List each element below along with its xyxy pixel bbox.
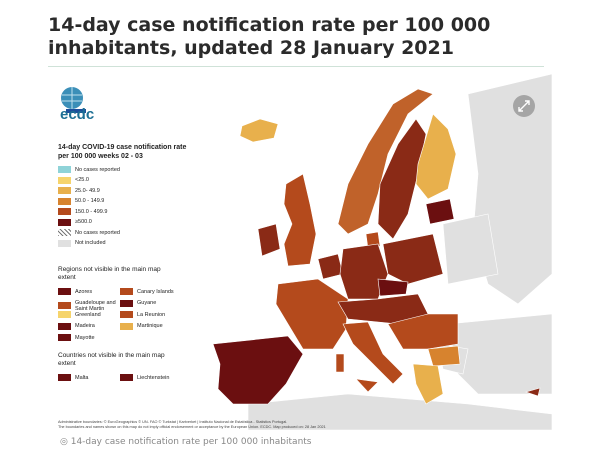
- map: [48, 74, 552, 430]
- legend-title: 14-day COVID-19 case notification rate p…: [58, 144, 187, 160]
- legend-item: Greenland: [58, 311, 128, 318]
- legend-swatch: [58, 311, 71, 318]
- legend-label: Guadeloupe and Saint Martin: [75, 299, 116, 312]
- legend-swatch: [58, 187, 71, 194]
- divider: [48, 66, 544, 67]
- legend-swatch: [120, 322, 133, 330]
- legend-swatch: [58, 374, 71, 381]
- legend-item: Canary Islands: [120, 288, 190, 295]
- legend-label: Madeira: [75, 323, 95, 329]
- legend-item: Guyane: [120, 299, 190, 307]
- legend-swatch: [58, 239, 71, 247]
- legend-item: 25.0- 49.9: [58, 187, 128, 194]
- legend-label: Malta: [75, 374, 89, 381]
- legend-label: Azores: [75, 288, 93, 295]
- legend-label: Mayotte: [75, 334, 95, 341]
- legend-swatch: [58, 322, 71, 330]
- legend-swatch: [120, 288, 133, 295]
- page-title: 14-day case notification rate per 100 00…: [48, 14, 491, 59]
- legend-item: No cases reported: [58, 229, 128, 236]
- legend-item: Martinique: [120, 322, 190, 330]
- expand-button[interactable]: [513, 95, 535, 117]
- legend-item: Azores: [58, 288, 128, 295]
- legend-swatch: [58, 197, 71, 205]
- legend-swatch: [58, 166, 71, 173]
- caption-text: 14-day case notification rate per 100 00…: [70, 437, 312, 447]
- legend-item: No cases reported: [58, 166, 128, 173]
- legend-label: 150.0 - 499.9: [75, 208, 108, 215]
- legend-label: Guyane: [137, 300, 157, 306]
- legend-label: Martinique: [137, 323, 163, 329]
- caption-icon: ◎: [60, 437, 71, 447]
- legend-swatch: [58, 229, 71, 236]
- legend-swatch: [58, 218, 71, 226]
- legend-item: La Reunion: [120, 311, 190, 318]
- legend-item: <25.0: [58, 176, 128, 184]
- section-title: Countries not visible in the main map ex…: [58, 352, 165, 367]
- legend-item: Malta: [58, 374, 128, 381]
- legend-label: No cases reported: [75, 229, 120, 236]
- legend-label: 50.0 - 149.9: [75, 198, 105, 204]
- legend-swatch: [58, 208, 71, 215]
- legend-item: Guadeloupe and Saint Martin: [58, 300, 128, 312]
- legend-item: Mayotte: [58, 334, 128, 341]
- legend-swatch: [120, 311, 133, 318]
- legend-swatch: [58, 302, 71, 309]
- legend-item: 50.0 - 149.9: [58, 197, 128, 205]
- countries: [212, 74, 552, 430]
- footer: Administrative boundaries: © EuroGeograp…: [58, 420, 326, 430]
- legend-label: Greenland: [75, 311, 101, 318]
- section-title: Regions not visible in the main map exte…: [58, 266, 161, 281]
- legend-swatch: [58, 176, 71, 184]
- legend-swatch: [120, 374, 133, 381]
- logo-text: ecdc: [60, 106, 95, 123]
- legend-swatch: [58, 334, 71, 341]
- legend-label: Canary Islands: [137, 288, 174, 295]
- legend-label: No cases reported: [75, 166, 120, 173]
- footer-line: The boundaries and names shown on this m…: [58, 425, 326, 429]
- legend-label: <25.0: [75, 177, 89, 183]
- footer-line: Administrative boundaries: © EuroGeograp…: [58, 420, 288, 424]
- legend-label: 25.0- 49.9: [75, 187, 100, 194]
- caption: ◎ 14-day case notification rate per 100 …: [60, 437, 312, 447]
- legend-item: Madeira: [58, 322, 128, 330]
- legend-label: Liechtenstein: [137, 374, 170, 381]
- legend-label: ≥500.0: [75, 219, 92, 225]
- legend-item: Not included: [58, 239, 128, 247]
- legend-item: ≥500.0: [58, 218, 128, 226]
- legend-label: La Reunion: [137, 311, 166, 318]
- legend-swatch: [58, 288, 71, 295]
- legend-item: 150.0 - 499.9: [58, 208, 128, 215]
- legend-label: Not included: [75, 240, 106, 246]
- legend-item: Liechtenstein: [120, 374, 190, 381]
- logo-icon: [61, 87, 86, 113]
- legend-swatch: [120, 299, 133, 307]
